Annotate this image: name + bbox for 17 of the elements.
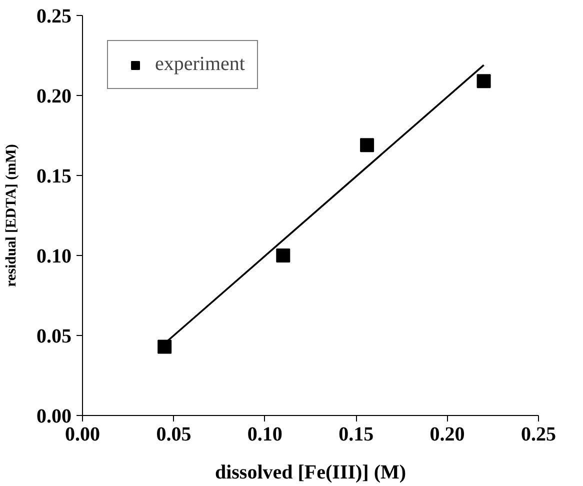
x-axis-title: dissolved [Fe(III)] (M)	[214, 462, 406, 484]
y-tick-label: 0.15	[36, 166, 72, 188]
legend-label: experiment	[155, 53, 245, 76]
y-axis-title: residual [EDTA] (mM)	[4, 144, 20, 287]
point	[276, 248, 290, 262]
x-tick-label: 0.15	[338, 424, 374, 446]
y-tick-label: 0.05	[36, 326, 72, 348]
y-tick-label: 0.10	[36, 246, 72, 268]
x-tick-label: 0.20	[430, 424, 465, 446]
x-tick-label: 0.05	[156, 424, 192, 446]
point	[360, 138, 374, 152]
x-tick-label: 0.10	[247, 424, 282, 446]
x-tick-label: 0.25	[521, 424, 556, 446]
point	[476, 74, 491, 88]
y-tick-label: 0.20	[36, 86, 72, 108]
y-tick-label: 0.25	[36, 6, 72, 28]
point	[158, 340, 172, 354]
